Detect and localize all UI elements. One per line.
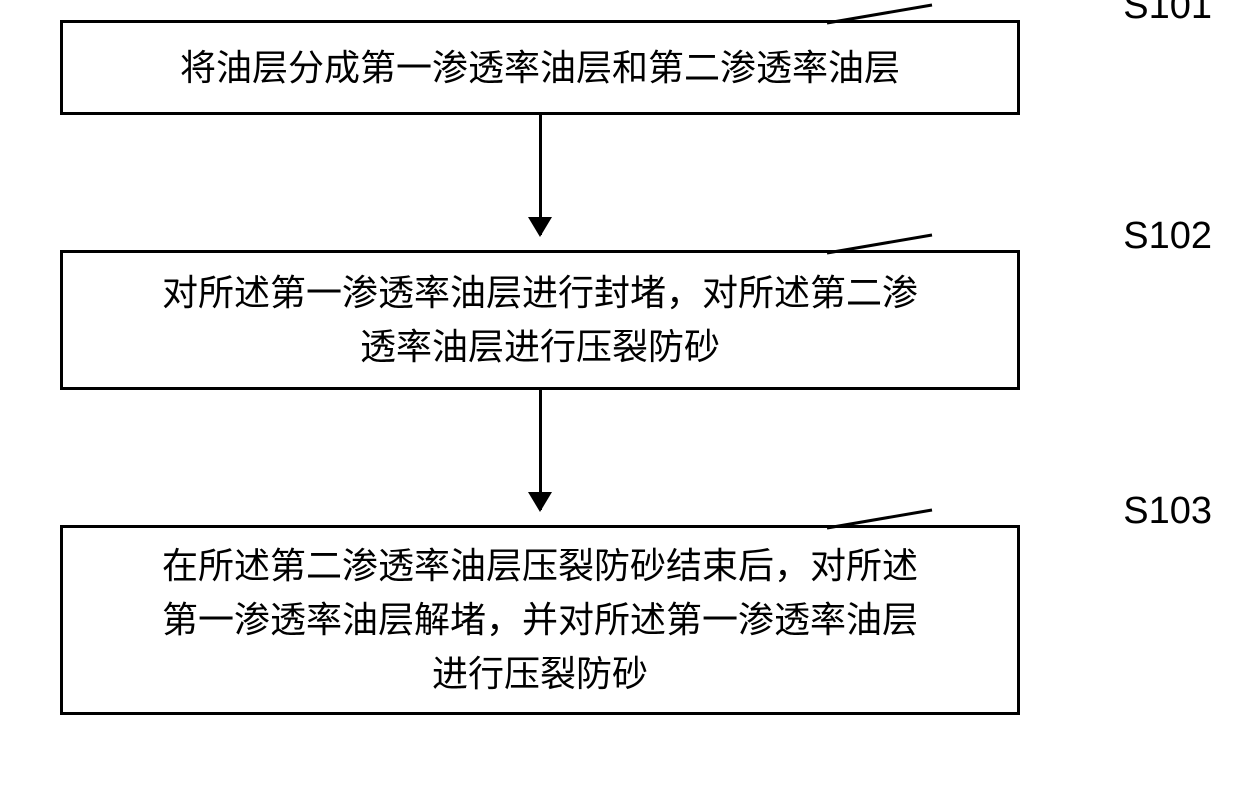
step-text-1: 将油层分成第一渗透率油层和第二渗透率油层	[180, 41, 900, 95]
step-text-2: 对所述第一渗透率油层进行封堵，对所述第二渗 透率油层进行压裂防砂	[162, 266, 918, 374]
step-box-1: 将油层分成第一渗透率油层和第二渗透率油层 S101	[60, 20, 1020, 115]
step-label-1: S101	[1123, 0, 1212, 28]
label-connector-2	[827, 235, 1027, 295]
step-text-3: 在所述第二渗透率油层压裂防砂结束后，对所述 第一渗透率油层解堵，并对所述第一渗透…	[162, 539, 918, 701]
step-label-2: S102	[1123, 215, 1212, 258]
step-label-3: S103	[1123, 490, 1212, 533]
label-connector-3	[827, 510, 1027, 570]
step-box-2: 对所述第一渗透率油层进行封堵，对所述第二渗 透率油层进行压裂防砂 S102	[60, 250, 1020, 390]
flowchart-container: 将油层分成第一渗透率油层和第二渗透率油层 S101 对所述第一渗透率油层进行封堵…	[60, 20, 1020, 715]
arrow-1	[60, 115, 1020, 250]
arrow-2	[60, 390, 1020, 525]
step-box-3: 在所述第二渗透率油层压裂防砂结束后，对所述 第一渗透率油层解堵，并对所述第一渗透…	[60, 525, 1020, 715]
label-connector-1	[827, 5, 1027, 65]
